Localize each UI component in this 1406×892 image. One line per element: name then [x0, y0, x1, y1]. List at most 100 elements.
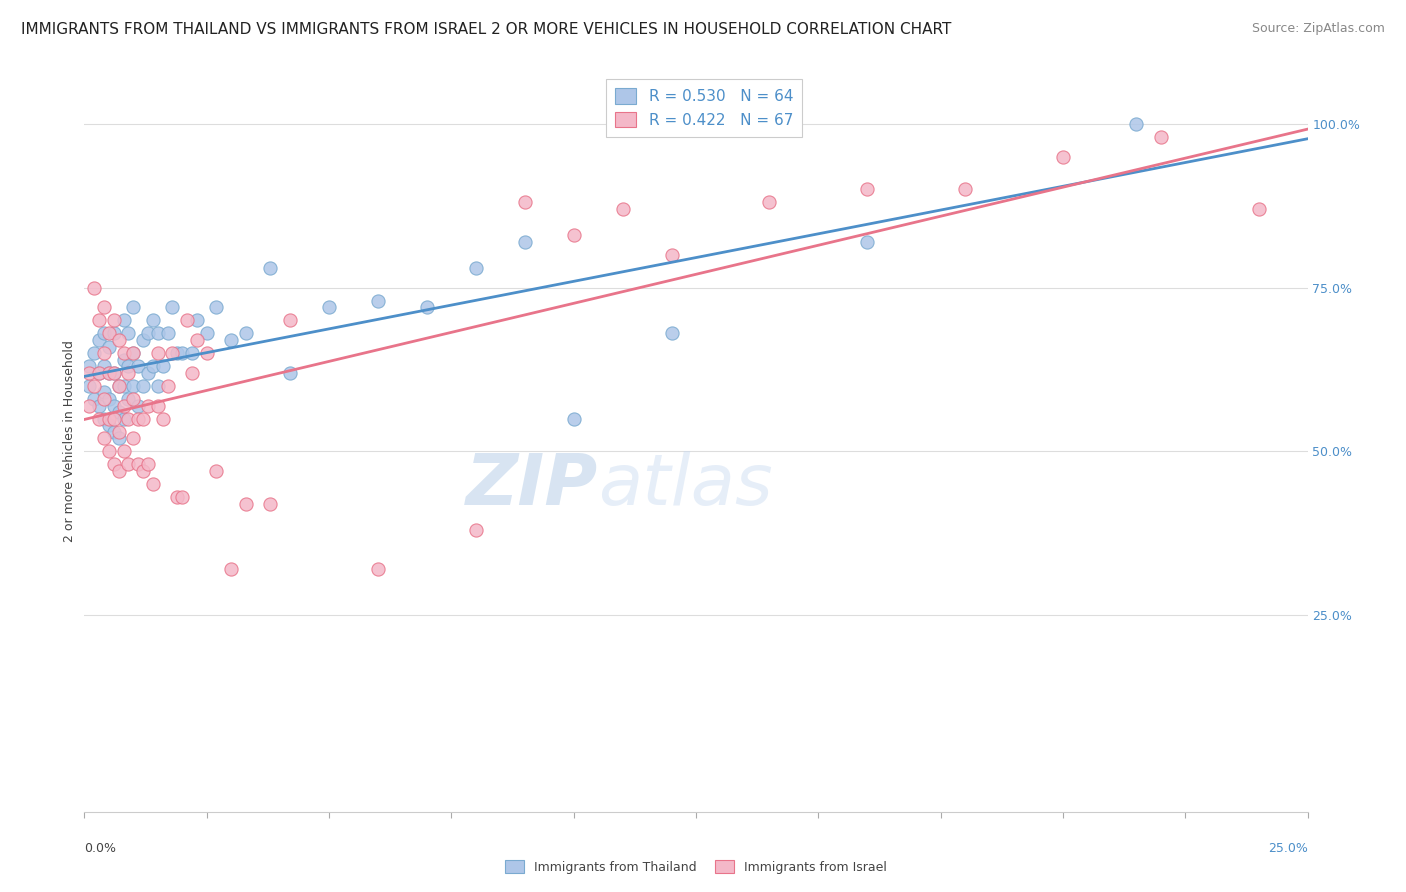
- Point: [136, 458, 159, 472]
- Point: [132, 333, 155, 347]
- Point: [77, 359, 100, 374]
- Point: [93, 359, 115, 374]
- Point: [661, 248, 683, 262]
- Point: [195, 346, 218, 360]
- Point: [77, 379, 100, 393]
- Point: [103, 366, 125, 380]
- Text: IMMIGRANTS FROM THAILAND VS IMMIGRANTS FROM ISRAEL 2 OR MORE VEHICLES IN HOUSEHO: IMMIGRANTS FROM THAILAND VS IMMIGRANTS F…: [21, 22, 952, 37]
- Point: [112, 411, 135, 425]
- Point: [856, 235, 879, 249]
- Point: [107, 431, 129, 445]
- Point: [87, 333, 110, 347]
- Point: [127, 359, 149, 374]
- Point: [278, 366, 301, 380]
- Point: [1052, 149, 1074, 163]
- Point: [172, 346, 194, 360]
- Point: [122, 431, 145, 445]
- Point: [117, 411, 139, 425]
- Point: [136, 326, 159, 341]
- Point: [152, 411, 174, 425]
- Point: [127, 458, 149, 472]
- Point: [758, 195, 780, 210]
- Point: [93, 300, 115, 314]
- Point: [122, 392, 145, 406]
- Point: [856, 182, 879, 196]
- Point: [87, 366, 110, 380]
- Point: [122, 346, 145, 360]
- Point: [97, 339, 120, 353]
- Text: 25.0%: 25.0%: [1268, 842, 1308, 855]
- Point: [83, 280, 105, 294]
- Point: [117, 458, 139, 472]
- Point: [97, 411, 120, 425]
- Point: [318, 300, 340, 314]
- Point: [97, 326, 120, 341]
- Point: [93, 411, 115, 425]
- Point: [464, 523, 486, 537]
- Point: [205, 464, 228, 478]
- Text: Source: ZipAtlas.com: Source: ZipAtlas.com: [1251, 22, 1385, 36]
- Legend: Immigrants from Thailand, Immigrants from Israel: Immigrants from Thailand, Immigrants fro…: [501, 855, 891, 879]
- Point: [97, 366, 120, 380]
- Point: [103, 313, 125, 327]
- Point: [146, 379, 169, 393]
- Point: [132, 411, 155, 425]
- Point: [127, 399, 149, 413]
- Point: [87, 313, 110, 327]
- Point: [142, 359, 165, 374]
- Point: [142, 313, 165, 327]
- Point: [107, 425, 129, 439]
- Point: [235, 326, 257, 341]
- Point: [87, 399, 110, 413]
- Point: [181, 346, 204, 360]
- Point: [112, 313, 135, 327]
- Point: [107, 379, 129, 393]
- Point: [166, 490, 188, 504]
- Point: [83, 392, 105, 406]
- Point: [117, 392, 139, 406]
- Point: [93, 392, 115, 406]
- Point: [1247, 202, 1270, 216]
- Point: [103, 326, 125, 341]
- Point: [127, 411, 149, 425]
- Point: [112, 379, 135, 393]
- Point: [117, 366, 139, 380]
- Point: [132, 464, 155, 478]
- Point: [367, 562, 389, 576]
- Point: [146, 326, 169, 341]
- Point: [117, 359, 139, 374]
- Point: [93, 385, 115, 400]
- Point: [97, 392, 120, 406]
- Point: [136, 399, 159, 413]
- Point: [103, 399, 125, 413]
- Point: [156, 326, 179, 341]
- Point: [259, 497, 281, 511]
- Point: [112, 352, 135, 367]
- Point: [186, 333, 208, 347]
- Point: [103, 366, 125, 380]
- Text: ZIP: ZIP: [465, 451, 598, 520]
- Point: [97, 418, 120, 433]
- Point: [661, 326, 683, 341]
- Point: [77, 399, 100, 413]
- Point: [97, 366, 120, 380]
- Point: [107, 333, 129, 347]
- Point: [87, 411, 110, 425]
- Point: [612, 202, 634, 216]
- Point: [107, 405, 129, 419]
- Point: [513, 235, 536, 249]
- Point: [156, 379, 179, 393]
- Point: [562, 228, 585, 243]
- Point: [97, 444, 120, 458]
- Point: [136, 366, 159, 380]
- Point: [122, 300, 145, 314]
- Point: [112, 399, 135, 413]
- Point: [146, 399, 169, 413]
- Point: [953, 182, 976, 196]
- Point: [146, 346, 169, 360]
- Point: [162, 300, 184, 314]
- Point: [166, 346, 188, 360]
- Point: [162, 346, 184, 360]
- Point: [235, 497, 257, 511]
- Point: [103, 411, 125, 425]
